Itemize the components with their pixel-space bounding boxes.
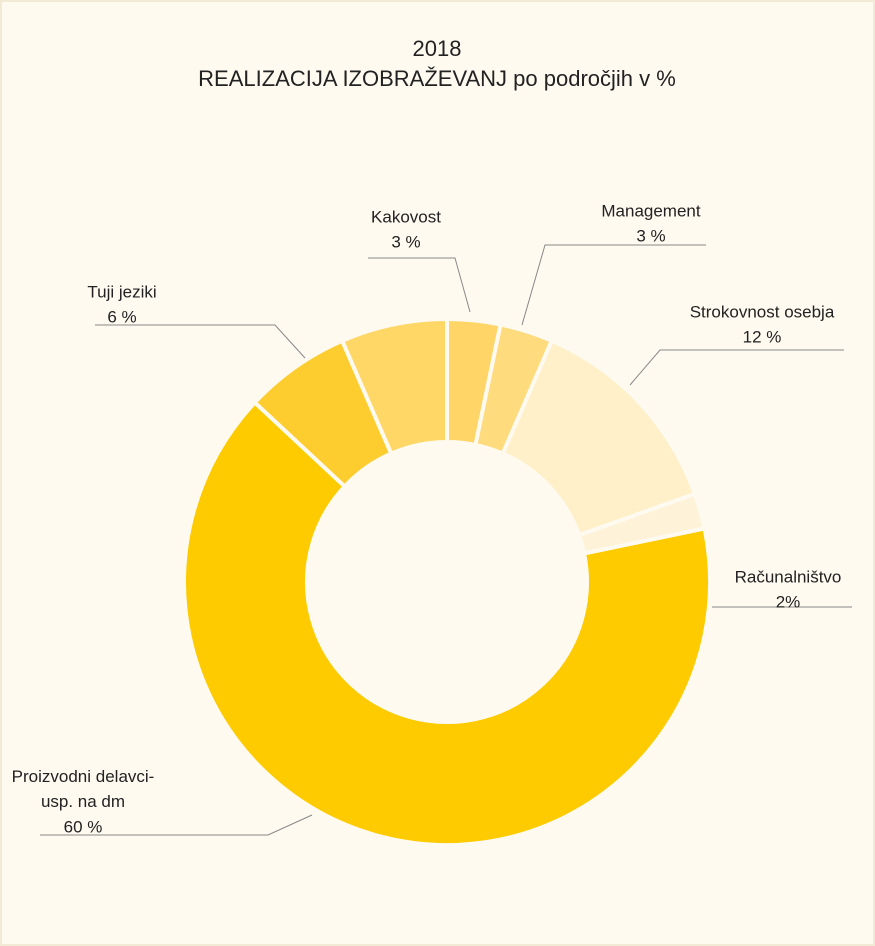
value-label: 6 % [107, 307, 136, 326]
segment-label: Management [601, 201, 701, 220]
segment-label: Tuji jeziki [87, 282, 156, 301]
value-label: 3 % [391, 232, 420, 251]
leader-line [95, 324, 306, 359]
chart-title: 2018 [413, 36, 462, 61]
value-label: 3 % [636, 226, 665, 245]
segment-label: Strokovnost osebja [690, 302, 835, 321]
donut-segment [339, 316, 449, 457]
segment-label: Računalništvo [735, 567, 842, 586]
segment-label: Proizvodni delavci-usp. na dm [12, 767, 155, 811]
value-label: 2% [776, 592, 801, 611]
value-label: 12 % [743, 327, 782, 346]
donut-segment [182, 399, 712, 847]
leader-line [521, 244, 706, 326]
value-label: 60 % [64, 817, 103, 836]
segment-label: Kakovost [371, 207, 441, 226]
chart-subtitle: REALIZACIJA IZOBRAŽEVANJ po področjih v … [198, 66, 676, 91]
leader-line [40, 814, 313, 836]
leader-line [368, 257, 471, 313]
leader-line [629, 349, 844, 386]
